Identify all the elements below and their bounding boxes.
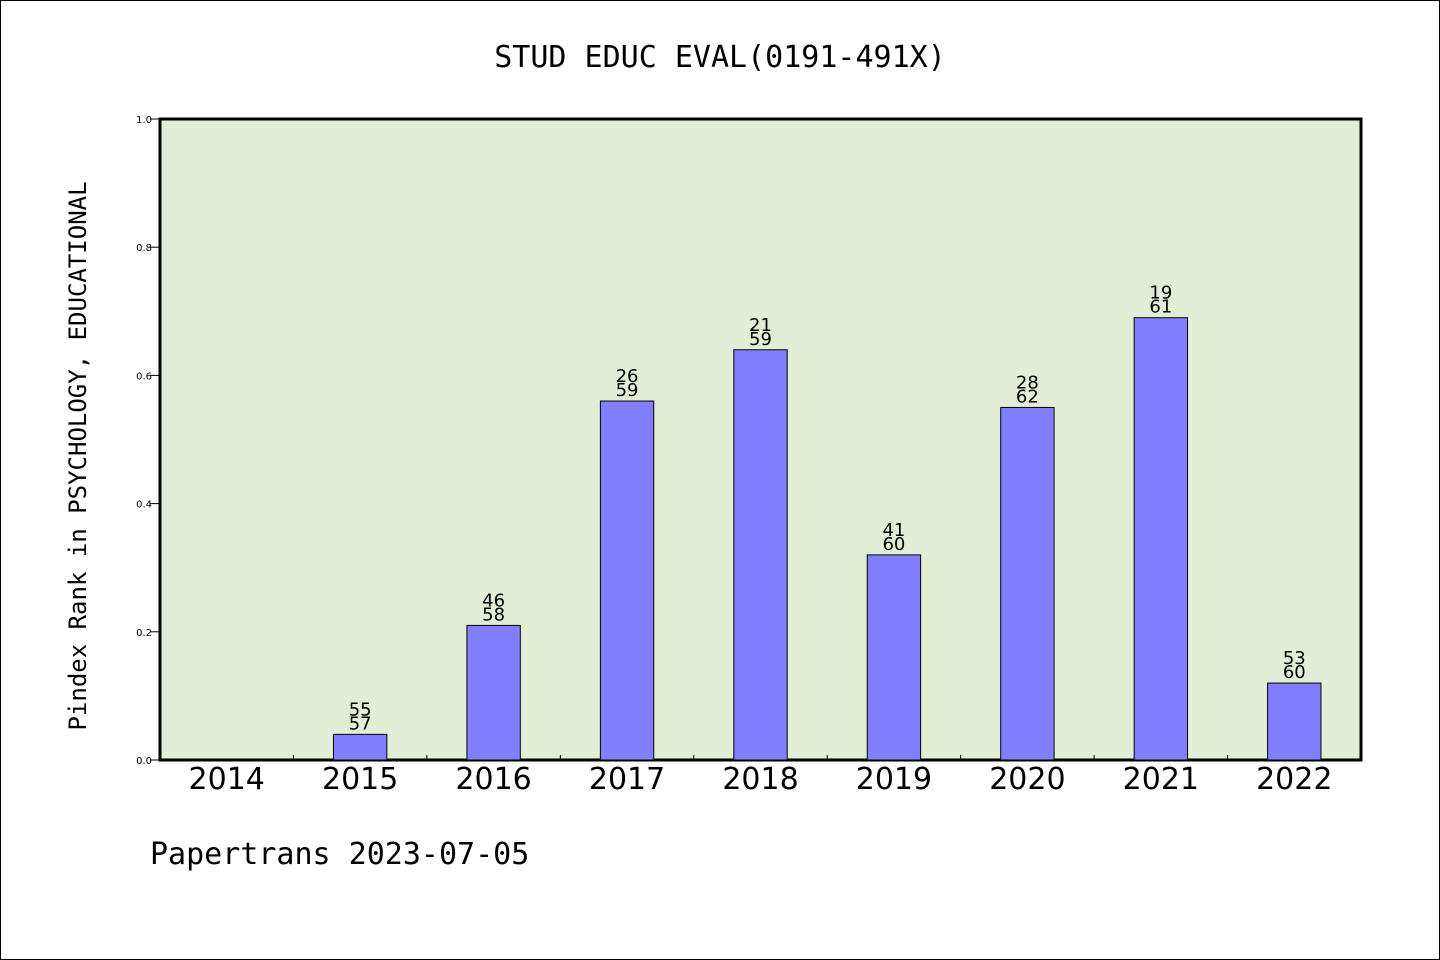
bar-2019 [866, 554, 922, 761]
total-label: 60 [882, 534, 905, 555]
x-tick-label: 2020 [989, 762, 1065, 797]
total-label: 60 [1283, 662, 1306, 683]
y-axis-label: Pindex Rank in PSYCHOLOGY, EDUCATIONAL [64, 181, 92, 730]
bar-2015 [332, 733, 388, 761]
rank-label: 19 [1149, 283, 1172, 304]
bar-2016 [466, 624, 521, 761]
rank-label: 28 [1016, 372, 1039, 393]
y-tick-label: 0.4 [136, 500, 152, 511]
y-tick-label: 0.8 [136, 243, 152, 254]
bar-2021 [1133, 317, 1189, 761]
x-tick-label: 2018 [722, 762, 798, 797]
rank-label: 21 [749, 315, 772, 336]
total-label: 59 [749, 329, 772, 350]
x-tick-label: 2017 [589, 762, 665, 797]
total-label: 59 [616, 380, 639, 401]
bar-2018 [733, 349, 788, 761]
x-tick-label: 2014 [189, 762, 265, 797]
y-tick-label: 0.2 [136, 628, 152, 639]
rank-label: 53 [1283, 648, 1306, 669]
x-tick-label: 2021 [1123, 762, 1199, 797]
y-ticks: 0.0 0.2 0.4 0.6 0.8 1.0 [136, 115, 160, 767]
x-tick-label: 2019 [856, 762, 932, 797]
y-tick-label: 0.0 [136, 756, 152, 767]
rank-label: 46 [482, 590, 505, 611]
total-label: 58 [482, 604, 505, 625]
bar-2022 [1267, 682, 1322, 761]
footer-text: Papertrans 2023-07-05 [150, 837, 529, 872]
x-tick-label: 2016 [455, 762, 531, 797]
x-tick-label: 2015 [322, 762, 398, 797]
y-tick-label: 1.0 [136, 115, 152, 126]
rank-label: 41 [882, 520, 905, 541]
x-tick-label: 2022 [1256, 762, 1332, 797]
total-label: 57 [349, 713, 372, 734]
total-label: 62 [1016, 386, 1039, 407]
bar-2017 [599, 400, 655, 761]
x-ticks: 2014 2015 2016 2017 2018 2019 2020 2021 2022 [189, 755, 1332, 797]
y-tick-label: 0.6 [136, 371, 152, 382]
bar-2020 [1000, 406, 1055, 761]
bars [332, 317, 1322, 761]
total-label: 61 [1149, 297, 1172, 318]
chart-title: STUD EDUC EVAL(0191-491X) [494, 40, 946, 75]
rank-label: 26 [616, 366, 639, 387]
rank-label: 55 [349, 699, 372, 720]
